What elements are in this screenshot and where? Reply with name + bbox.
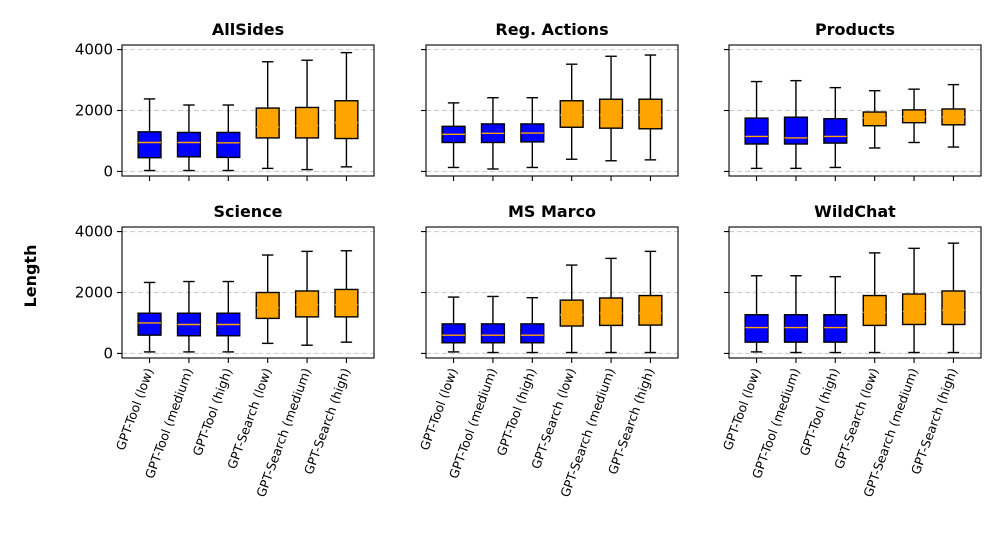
x-tick-label: GPT-Tool (high)	[493, 366, 539, 458]
panel-products: Products	[724, 20, 982, 181]
box-gpt-tool-low	[744, 275, 769, 353]
panel-title: Science	[213, 202, 282, 221]
box-gpt-tool-low	[137, 281, 162, 353]
box-gpt-search-low	[862, 252, 887, 354]
box-iqr	[137, 312, 162, 336]
x-tick-label: GPT-Tool (high)	[796, 366, 842, 458]
x-tick-label: GPT-Tool (low)	[417, 366, 461, 452]
box-gpt-search-high	[334, 51, 359, 168]
box-iqr	[598, 98, 624, 129]
box-iqr	[823, 118, 848, 144]
box-gpt-search-high	[334, 250, 359, 343]
box-iqr	[334, 100, 359, 140]
box-gpt-tool-high	[823, 275, 848, 354]
box-iqr	[638, 98, 663, 130]
y-axis-label: Length	[21, 245, 40, 308]
box-gpt-search-high	[638, 54, 663, 161]
box-iqr	[137, 131, 162, 159]
box-iqr	[294, 106, 320, 139]
box-iqr	[744, 314, 769, 343]
box-gpt-tool-medium	[783, 275, 809, 354]
y-tick-label: 4000	[75, 223, 113, 241]
box-gpt-search-medium	[598, 257, 624, 354]
box-gpt-tool-high	[216, 104, 241, 172]
box-gpt-tool-low	[441, 102, 466, 169]
box-iqr	[480, 323, 506, 344]
box-gpt-search-medium	[901, 88, 927, 144]
box-iqr	[941, 290, 966, 326]
panel-title: Products	[815, 20, 895, 39]
panel-title: AllSides	[212, 20, 284, 39]
box-gpt-tool-medium	[480, 97, 506, 170]
box-gpt-search-high	[638, 250, 663, 354]
box-iqr	[744, 117, 769, 145]
box-gpt-tool-medium	[480, 295, 506, 354]
box-gpt-tool-low	[441, 296, 466, 353]
panel-title: WildChat	[814, 202, 896, 221]
box-iqr	[520, 323, 545, 344]
panels-group: 0 2000 4000 AllSides Reg. Actions Products 0 20…	[75, 20, 982, 499]
box-gpt-search-high	[941, 242, 966, 354]
box-iqr	[441, 323, 466, 344]
box-gpt-tool-low	[137, 98, 162, 172]
y-tick-label: 2000	[75, 102, 113, 120]
box-iqr	[823, 314, 848, 343]
box-gpt-search-low	[862, 89, 887, 149]
box-gpt-search-medium	[294, 59, 320, 171]
x-tick-label: GPT-Tool (low)	[720, 366, 764, 452]
box-iqr	[294, 290, 320, 318]
box-gpt-search-medium	[901, 247, 927, 354]
box-iqr	[638, 294, 663, 326]
box-gpt-tool-low	[744, 80, 769, 170]
box-iqr	[598, 297, 624, 327]
box-iqr	[176, 131, 202, 158]
box-gpt-search-medium	[294, 250, 320, 346]
panel-title: MS Marco	[508, 202, 596, 221]
y-tick-label: 0	[103, 162, 113, 180]
panel-ms-marco: GPT-Tool (low)GPT-Tool (medium)GPT-Tool …	[417, 202, 679, 499]
panel-title: Reg. Actions	[495, 20, 608, 39]
box-iqr	[559, 100, 584, 128]
panel-wildchat: GPT-Tool (low)GPT-Tool (medium)GPT-Tool …	[720, 202, 982, 499]
box-gpt-search-high	[941, 83, 966, 148]
box-gpt-search-low	[255, 61, 280, 170]
box-iqr	[255, 291, 280, 320]
box-gpt-tool-high	[216, 280, 241, 353]
box-iqr	[783, 314, 809, 343]
box-gpt-search-low	[255, 254, 280, 345]
x-tick-label: GPT-Tool (high)	[189, 366, 235, 458]
box-iqr	[216, 131, 241, 159]
box-iqr	[862, 111, 887, 127]
box-gpt-tool-medium	[176, 280, 202, 353]
y-tick-label: 4000	[75, 41, 113, 59]
panel-reg-actions: Reg. Actions	[421, 20, 679, 181]
box-gpt-tool-high	[520, 97, 545, 169]
box-iqr	[901, 293, 927, 326]
box-gpt-tool-medium	[176, 104, 202, 172]
box-iqr	[783, 116, 809, 145]
box-iqr	[862, 294, 887, 327]
box-gpt-tool-high	[520, 296, 545, 354]
panel-allsides: 0 2000 4000 AllSides	[75, 20, 375, 181]
box-iqr	[255, 107, 280, 139]
box-gpt-tool-medium	[783, 79, 809, 170]
y-tick-label: 0	[103, 344, 113, 362]
box-gpt-search-medium	[598, 55, 624, 162]
y-tick-label: 2000	[75, 284, 113, 302]
box-gpt-search-low	[559, 264, 584, 354]
box-gpt-tool-high	[823, 86, 848, 169]
x-tick-label: GPT-Tool (low)	[113, 366, 157, 452]
box-iqr	[559, 299, 584, 327]
box-gpt-search-low	[559, 63, 584, 160]
box-iqr	[334, 288, 359, 318]
